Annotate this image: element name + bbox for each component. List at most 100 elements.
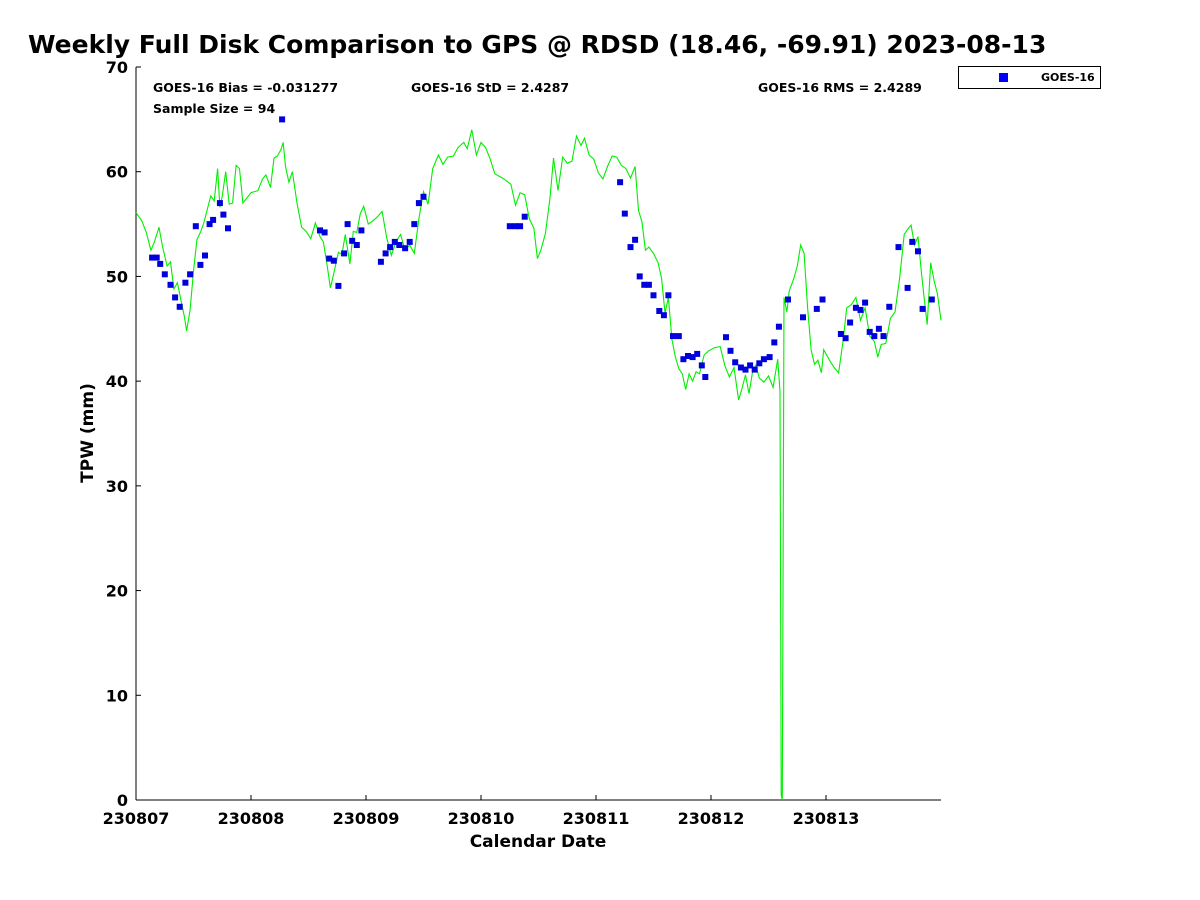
y-ticks: 0 10 20 30 40 50 60 70 [106,58,141,810]
goes-16-point [197,261,204,268]
x-axis-label: Calendar Date [470,832,607,852]
goes-16-point [680,356,687,363]
goes-16-point [760,356,767,363]
goes-16-point [317,227,323,234]
goes-16-point [723,334,729,341]
goes-16-point [645,281,652,288]
goes-16-point [675,333,682,340]
legend: GOES-16 [958,66,1101,89]
goes-16-point [862,299,869,306]
std-stat: GOES-16 StD = 2.4287 [411,80,570,95]
goes-16-point [321,229,328,236]
goes-16-point [149,254,156,261]
goes-16-point [895,244,902,251]
goes-16-point [157,260,164,267]
goes-16-point [747,362,754,369]
goes-16-point [279,116,286,123]
goes-16-point [521,213,528,220]
goes-16-point [650,292,657,299]
goes-16-point [220,211,227,218]
goes-16-point [727,347,734,354]
goes-16-point [391,238,398,245]
axes [135,67,941,801]
goes-16-point [871,333,878,340]
goes-16-point [349,237,356,244]
goes-16-point [506,223,513,230]
y-tick-label: 60 [106,163,128,182]
goes-16-point [627,244,634,251]
goes-16-point [636,273,643,280]
goes-16-point [886,303,893,310]
gps-line [135,129,942,801]
goes-16-point [406,238,413,245]
goes-16-point [341,250,348,257]
goes-16-point [756,360,763,367]
x-tick-label: 230811 [563,809,630,828]
goes-16-point [880,333,887,340]
goes-16-point [512,223,519,230]
goes-16-point [857,306,864,313]
goes-16-point [402,245,409,252]
goes-16-point [225,225,231,232]
goes-16-point [621,210,628,217]
goes-16-point [813,305,820,312]
goes-16-point [915,248,921,255]
goes-16-point [517,223,524,230]
goes-16-point [358,227,365,234]
goes-16-point [172,294,179,301]
goes-16-point [632,236,639,243]
x-tick-label: 230807 [103,809,170,828]
goes-16-point [665,292,672,299]
x-tick-label: 230810 [448,809,515,828]
goes-16-series [149,116,935,380]
goes-16-point [928,296,935,303]
goes-16-point [842,335,849,342]
goes-16-point [330,257,337,264]
y-axis-label: TPW (mm) [78,383,98,483]
goes-16-point [751,366,758,373]
y-tick-label: 40 [106,372,128,391]
goes-16-point [176,303,183,310]
goes-16-point [326,255,333,262]
goes-16-point [161,271,168,278]
goes-16-point [698,362,705,369]
goes-16-point [210,216,217,223]
x-ticks: 230807 230808 230809 230810 230811 230812 2308… [103,795,860,828]
goes-16-point [206,221,213,228]
goes-16-point [702,374,709,380]
goes-16-point [641,281,648,288]
goes-16-point [919,305,926,312]
goes-16-point [737,364,744,371]
goes-16-point [689,354,696,361]
y-tick-label: 20 [106,582,128,601]
goes-16-point [153,254,160,261]
goes-16-point [766,354,773,361]
goes-16-point [382,250,389,257]
goes-16-point [866,328,873,335]
goes-16-point [411,221,418,228]
goes-16-point [187,271,194,278]
goes-16-point [182,279,189,286]
goes-16-point [685,353,691,359]
x-tick-label: 230809 [333,809,400,828]
goes-16-point [852,304,859,311]
goes-16-point [694,350,701,357]
goes-16-point [742,366,749,373]
goes-16-point [785,296,791,303]
goes-16-point [216,200,223,207]
goes-16-point [377,258,384,265]
goes-16-point [656,308,663,314]
goes-16-point [800,314,806,321]
goes-16-point [847,319,854,326]
goes-16-point [660,312,667,319]
x-tick-label: 230808 [218,809,285,828]
goes-16-point [732,359,739,366]
goes-16-point [335,282,342,289]
goes-16-point [387,244,394,251]
goes-16-point [819,296,826,303]
gps-series [135,129,942,801]
goes-16-point [420,193,427,200]
goes-16-point [775,323,782,330]
x-tick-label: 230813 [793,809,860,828]
